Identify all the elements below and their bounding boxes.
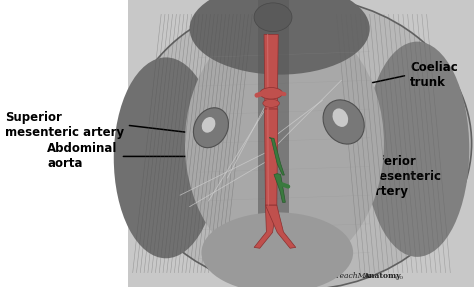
Ellipse shape <box>190 0 370 75</box>
Ellipse shape <box>126 0 472 287</box>
Text: Inferior
mesenteric
artery: Inferior mesenteric artery <box>271 155 441 198</box>
Ellipse shape <box>260 88 283 99</box>
Ellipse shape <box>365 42 469 257</box>
Polygon shape <box>264 109 278 205</box>
Ellipse shape <box>202 117 215 133</box>
Ellipse shape <box>254 3 292 32</box>
Ellipse shape <box>263 99 279 107</box>
Bar <box>128 0 474 287</box>
Ellipse shape <box>201 212 353 287</box>
Polygon shape <box>274 174 285 202</box>
Text: Abdominal
aorta: Abdominal aorta <box>47 142 194 170</box>
Text: Superior
mesenteric artery: Superior mesenteric artery <box>5 111 194 139</box>
Ellipse shape <box>185 14 384 273</box>
Text: Anatomy: Anatomy <box>364 272 401 280</box>
Bar <box>258 0 289 287</box>
Ellipse shape <box>193 108 228 148</box>
Text: .co: .co <box>394 275 404 280</box>
Polygon shape <box>254 205 277 248</box>
Text: © TeachMe: © TeachMe <box>325 272 370 280</box>
Ellipse shape <box>333 108 348 127</box>
Ellipse shape <box>114 57 218 258</box>
Text: Coeliac
trunk: Coeliac trunk <box>332 61 458 91</box>
Polygon shape <box>269 138 284 175</box>
Ellipse shape <box>323 100 364 144</box>
Polygon shape <box>264 34 278 109</box>
Polygon shape <box>265 205 296 248</box>
